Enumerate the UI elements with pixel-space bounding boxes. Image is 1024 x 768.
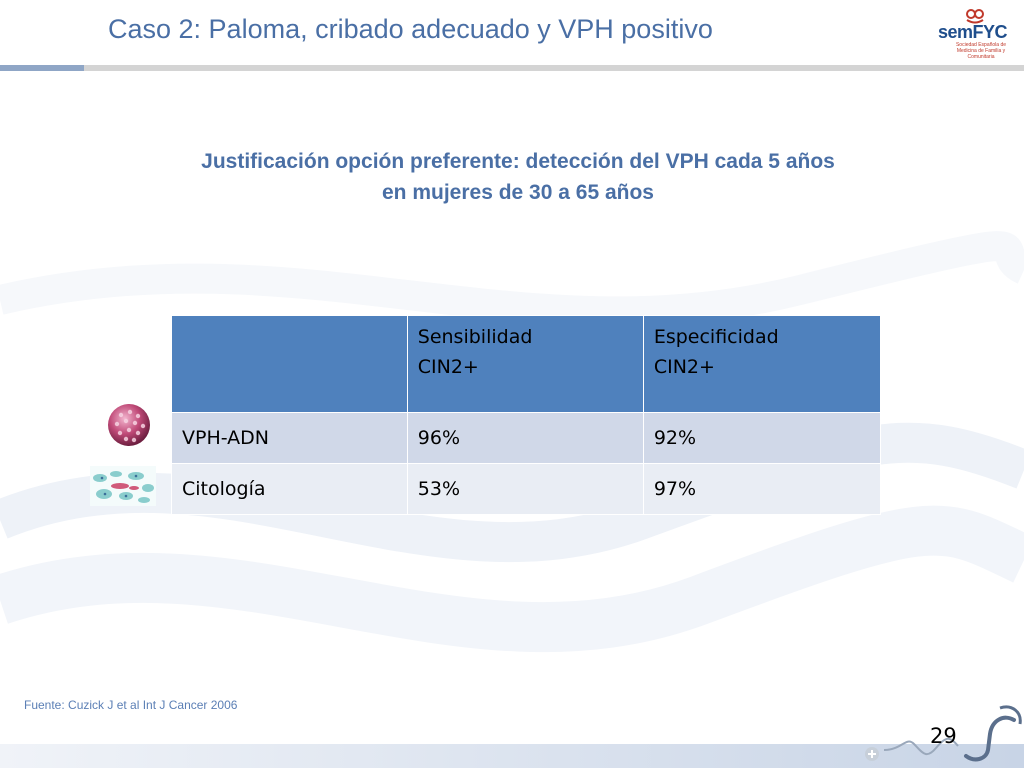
cytology-cells-icon xyxy=(90,466,156,506)
title-divider xyxy=(0,65,1024,71)
header-cell-empty xyxy=(171,315,408,413)
specificity-value: 92% xyxy=(642,412,882,464)
specificity-value: 97% xyxy=(642,463,882,515)
stethoscope-decoration xyxy=(865,705,1022,762)
logo-wordmark: semFYC xyxy=(938,22,1008,43)
header-2-line2: CIN2+ xyxy=(653,356,715,378)
page-number: 29 xyxy=(930,724,957,748)
header-2-line1: Especificidad xyxy=(653,326,779,348)
row-label: Citología xyxy=(171,463,408,515)
sensitivity-value: 96% xyxy=(406,412,644,464)
slide-subtitle: Justificación opción preferente: detecci… xyxy=(108,146,928,208)
logo-tagline: Sociedad Española de Medicina de Familia… xyxy=(955,42,1007,60)
footer-bar xyxy=(0,744,1024,768)
logo-prefix: sem xyxy=(938,22,973,42)
logo-emblem-icon xyxy=(966,9,984,24)
header-cell-sensitivity: Sensibilidad CIN2+ xyxy=(406,315,644,413)
table-header-row: Sensibilidad CIN2+ Especificidad CIN2+ xyxy=(171,315,882,413)
virus-icon xyxy=(108,404,150,446)
subtitle-line-1: Justificación opción preferente: detecci… xyxy=(201,150,835,173)
title-divider-accent xyxy=(0,65,84,71)
subtitle-line-2: en mujeres de 30 a 65 años xyxy=(382,181,654,204)
comparison-table: Sensibilidad CIN2+ Especificidad CIN2+ V… xyxy=(171,315,882,515)
table-row: Citología 53% 97% xyxy=(171,463,882,515)
semfyc-logo: semFYC Sociedad Española de Medicina de … xyxy=(938,8,1012,60)
source-citation: Fuente: Cuzick J et al Int J Cancer 2006 xyxy=(24,698,238,712)
header-1-line1: Sensibilidad xyxy=(417,326,533,348)
logo-suffix: FYC xyxy=(972,22,1008,42)
row-label: VPH-ADN xyxy=(171,412,408,464)
slide-title: Caso 2: Paloma, cribado adecuado y VPH p… xyxy=(108,14,713,44)
header-1-line2: CIN2+ xyxy=(417,356,479,378)
sensitivity-value: 53% xyxy=(406,463,644,515)
table-row: VPH-ADN 96% 92% xyxy=(171,412,882,464)
header-cell-specificity: Especificidad CIN2+ xyxy=(642,315,882,413)
